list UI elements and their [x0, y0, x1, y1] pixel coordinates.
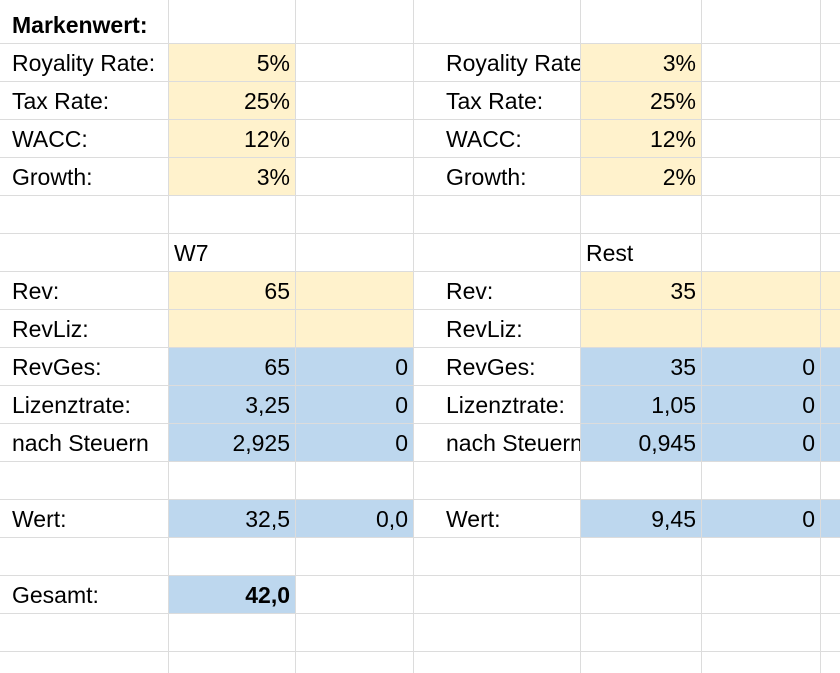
gridline-h [0, 43, 840, 44]
input-fill-right-rev [580, 272, 840, 348]
value-nach-steuern-right-2[interactable]: 0 [802, 430, 815, 456]
value-wert[interactable]: 32,5 [245, 506, 290, 532]
value-wacc-right[interactable]: 12% [649, 126, 696, 152]
input-fill-left-rev [168, 272, 413, 348]
gridline-h [0, 347, 840, 348]
label-tax-rate-right[interactable]: Tax Rate: [446, 88, 544, 114]
value-wacc[interactable]: 12% [243, 126, 290, 152]
calc-fill-left-wert [168, 500, 413, 538]
value-revges[interactable]: 65 [264, 354, 290, 380]
value-royality-rate[interactable]: 5% [256, 50, 290, 76]
calc-fill-gesamt [168, 576, 295, 614]
gridline-h [0, 461, 840, 462]
label-revges[interactable]: RevGes: [12, 354, 102, 380]
value-lizenztrate-2[interactable]: 0 [395, 392, 408, 418]
calc-fill-left-block [168, 348, 413, 462]
gridline-h [0, 195, 840, 196]
gridline-v [820, 0, 821, 673]
value-revges-right[interactable]: 35 [670, 354, 696, 380]
value-revges-right-2[interactable]: 0 [802, 354, 815, 380]
label-lizenztrate-right[interactable]: Lizenztrate: [446, 392, 565, 418]
label-tax-rate[interactable]: Tax Rate: [12, 88, 110, 114]
gridline-h [0, 385, 840, 386]
gridline-h [0, 423, 840, 424]
gridline-v [413, 0, 414, 673]
label-rev-right[interactable]: Rev: [446, 278, 494, 304]
value-wert-2[interactable]: 0,0 [376, 506, 408, 532]
gridline-v [295, 0, 296, 673]
gridline-h [0, 613, 840, 614]
value-growth[interactable]: 3% [256, 164, 290, 190]
label-revges-right[interactable]: RevGes: [446, 354, 536, 380]
value-revges-2[interactable]: 0 [395, 354, 408, 380]
gridline-v [701, 0, 702, 673]
label-revliz-right[interactable]: RevLiz: [446, 316, 523, 342]
value-nach-steuern-2[interactable]: 0 [395, 430, 408, 456]
label-royality-rate-right[interactable]: Royality Rate: [446, 50, 580, 76]
value-nach-steuern-right[interactable]: 0,945 [638, 430, 696, 456]
gridline-h [0, 309, 840, 310]
label-wacc-right[interactable]: WACC: [446, 126, 522, 152]
calc-fill-right-wert [580, 500, 840, 538]
label-lizenztrate[interactable]: Lizenztrate: [12, 392, 131, 418]
label-wert[interactable]: Wert: [12, 506, 67, 532]
value-wert-right[interactable]: 9,45 [651, 506, 696, 532]
label-gesamt[interactable]: Gesamt: [12, 582, 99, 608]
gridline-h [0, 119, 840, 120]
input-fill-right-params [580, 44, 701, 196]
segment-header-w7[interactable]: W7 [174, 240, 209, 266]
calc-fill-right-block [580, 348, 840, 462]
label-growth[interactable]: Growth: [12, 164, 93, 190]
value-nach-steuern[interactable]: 2,925 [232, 430, 290, 456]
gridline-h [0, 81, 840, 82]
value-rev-right[interactable]: 35 [670, 278, 696, 304]
label-nach-steuern[interactable]: nach Steuern [12, 430, 149, 456]
gridline-h [0, 233, 840, 234]
input-fill-left-params [168, 44, 295, 196]
label-nach-steuern-right[interactable]: nach Steuern [446, 430, 580, 456]
value-rev[interactable]: 65 [264, 278, 290, 304]
value-royality-rate-right[interactable]: 3% [662, 50, 696, 76]
label-wert-right[interactable]: Wert: [446, 506, 501, 532]
gridline-v [580, 0, 581, 673]
label-wacc[interactable]: WACC: [12, 126, 88, 152]
gridline-h [0, 651, 840, 652]
gridline-h [0, 537, 840, 538]
value-tax-rate[interactable]: 25% [243, 88, 290, 114]
gridline-v [168, 0, 169, 673]
label-growth-right[interactable]: Growth: [446, 164, 527, 190]
gridline-h [0, 575, 840, 576]
value-lizenztrate-right-2[interactable]: 0 [802, 392, 815, 418]
value-lizenztrate-right[interactable]: 1,05 [651, 392, 696, 418]
gridline-h [0, 157, 840, 158]
gridline-h [0, 271, 840, 272]
label-revliz[interactable]: RevLiz: [12, 316, 89, 342]
gridline-h [0, 499, 840, 500]
title-cell[interactable]: Markenwert: [12, 12, 148, 38]
value-tax-rate-right[interactable]: 25% [649, 88, 696, 114]
value-gesamt[interactable]: 42,0 [245, 582, 290, 608]
label-rev[interactable]: Rev: [12, 278, 60, 304]
value-growth-right[interactable]: 2% [662, 164, 696, 190]
value-lizenztrate[interactable]: 3,25 [245, 392, 290, 418]
value-wert-right-2[interactable]: 0 [802, 506, 815, 532]
segment-header-rest[interactable]: Rest [586, 240, 634, 266]
label-royality-rate[interactable]: Royality Rate: [12, 50, 156, 76]
